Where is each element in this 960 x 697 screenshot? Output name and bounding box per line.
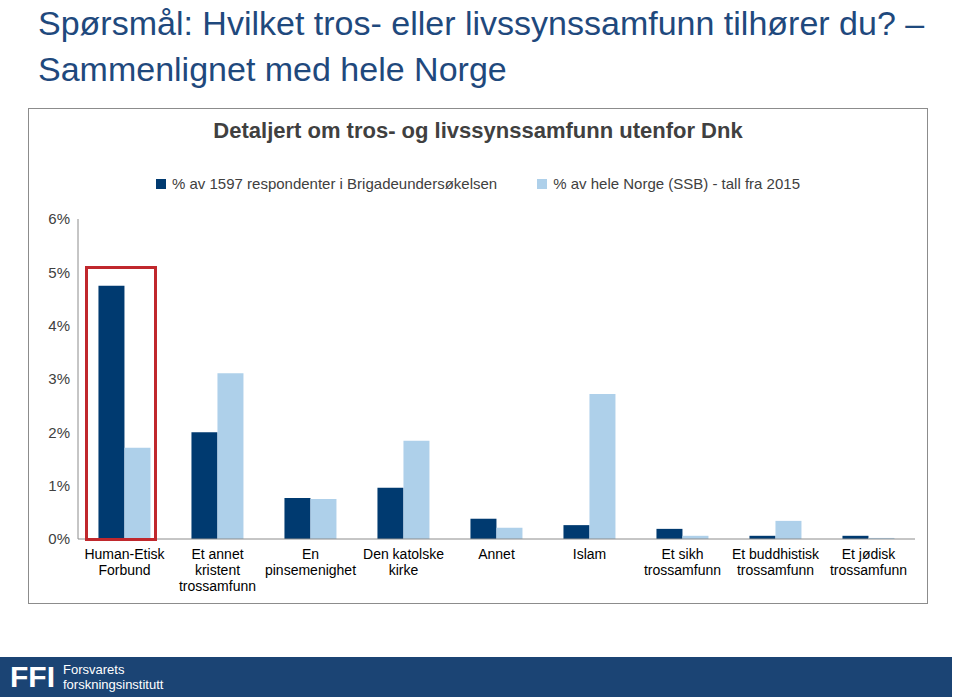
svg-text:Et buddhistisktrossamfunn: Et buddhistisktrossamfunn [732,546,820,578]
svg-text:Et sikhtrossamfunn: Et sikhtrossamfunn [644,546,721,578]
html-text:Forsvarets: Forsvarets [63,662,125,677]
svg-text:4%: 4% [48,317,70,334]
svg-text:Islam: Islam [573,546,606,562]
svg-text:Den katolskekirke: Den katolskekirke [363,546,444,578]
svg-text:3%: 3% [48,370,70,387]
html-text:forskningsinstitutt: forskningsinstitutt [63,677,164,692]
svg-text:0%: 0% [48,530,70,547]
svg-text:Enpinsemenighet: Enpinsemenighet [265,546,356,578]
svg-text:Human-EtiskForbund: Human-EtiskForbund [84,546,165,578]
html-text:% av 1597 respondenter i Briga: % av 1597 respondenter i Brigadeundersøk… [172,175,498,192]
svg-text:Et annetkristenttrossamfunn: Et annetkristenttrossamfunn [179,546,256,594]
svg-text:Et jødisktrossamfunn: Et jødisktrossamfunn [830,546,907,578]
html-text:Spørsmål: Hvilket tros- eller: Spørsmål: Hvilket tros- eller livssynssa… [38,4,925,88]
svg-text:6%: 6% [48,210,70,227]
svg-text:1%: 1% [48,477,70,494]
html-text:Detaljert om tros- og livssyns: Detaljert om tros- og livssynssamfunn ut… [213,118,743,143]
html-text:% av hele Norge (SSB) - tall f: % av hele Norge (SSB) - tall fra 2015 [553,175,800,192]
svg-text:2%: 2% [48,424,70,441]
svg-text:5%: 5% [48,264,70,281]
html-text:FFI: FFI [10,660,55,693]
svg-text:Annet: Annet [478,546,515,562]
